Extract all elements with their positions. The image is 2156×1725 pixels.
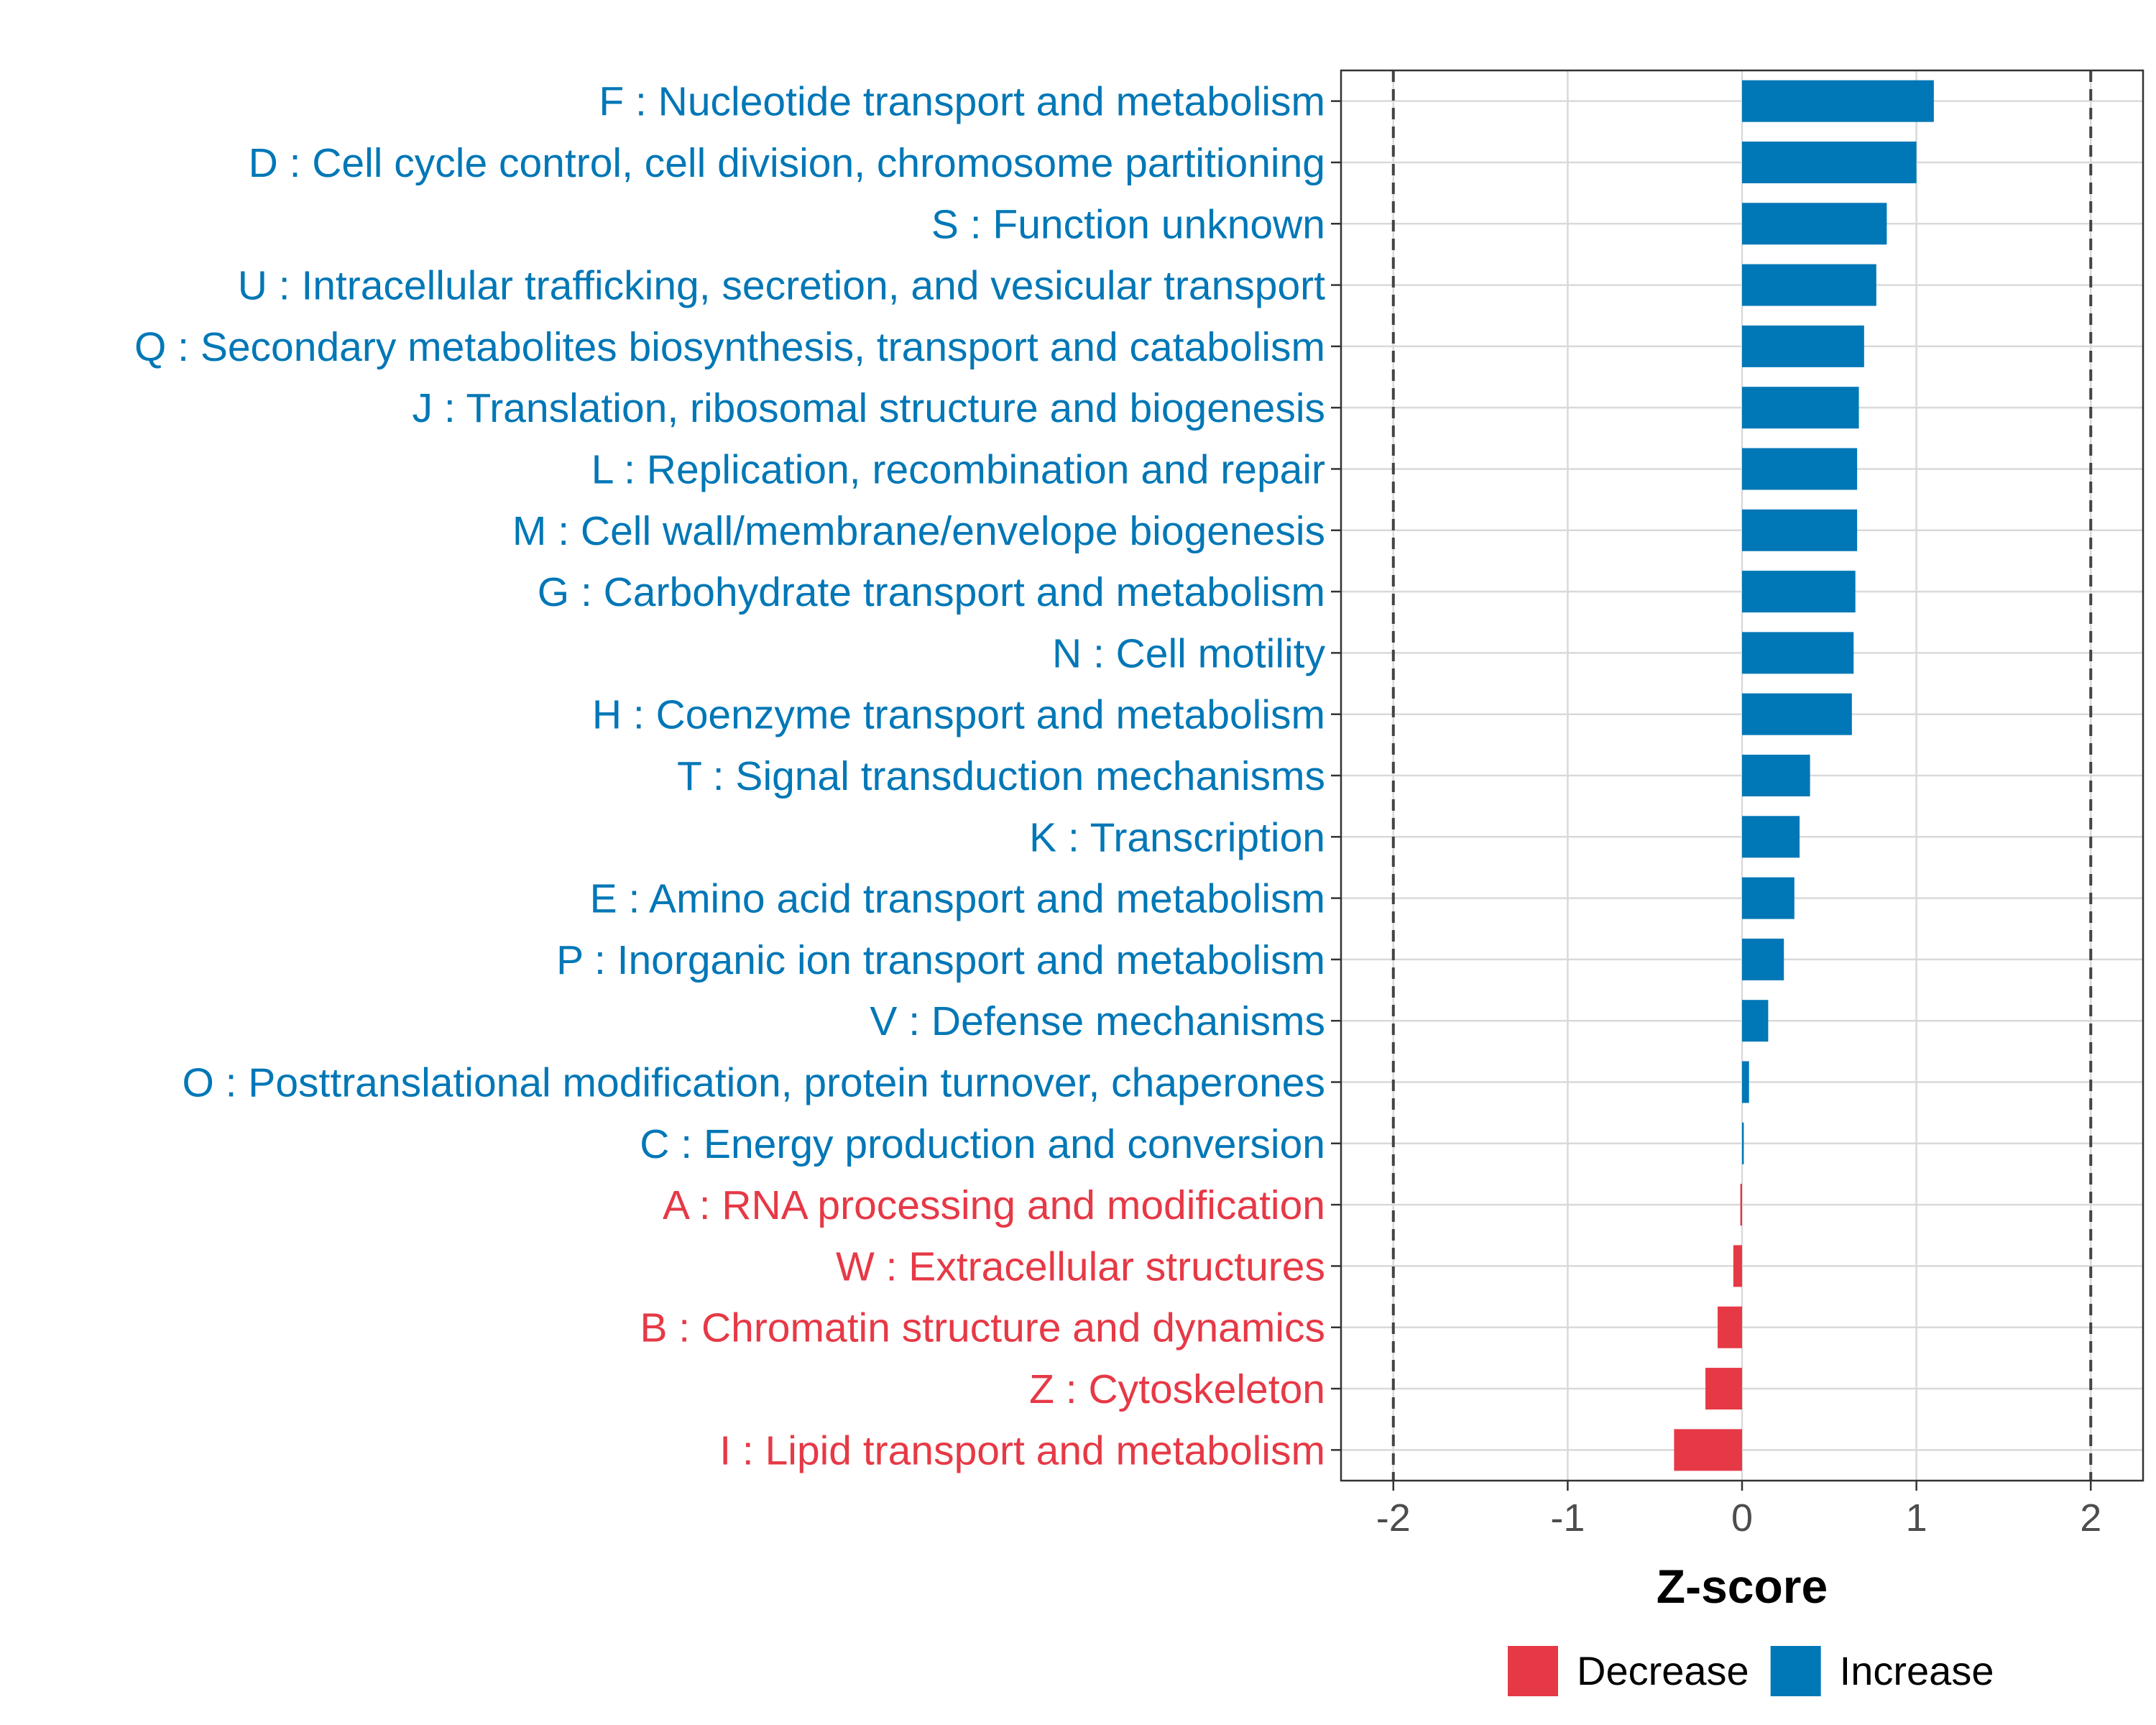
bar xyxy=(1705,1368,1742,1410)
bar xyxy=(1742,938,1784,980)
category-label: U : Intracellular trafficking, secretion… xyxy=(238,263,1325,309)
category-label: A : RNA processing and modification xyxy=(663,1182,1325,1228)
category-label: T : Signal transduction mechanisms xyxy=(677,753,1325,799)
category-label: L : Replication, recombination and repai… xyxy=(591,446,1325,492)
category-label: G : Carbohydrate transport and metabolis… xyxy=(538,569,1325,615)
bar xyxy=(1718,1306,1742,1348)
bar xyxy=(1742,1000,1769,1042)
legend-label: Decrease xyxy=(1577,1648,1749,1693)
bar xyxy=(1742,693,1852,735)
category-label: P : Inorganic ion transport and metaboli… xyxy=(556,937,1325,983)
category-label: V : Defense mechanisms xyxy=(870,998,1325,1044)
legend-swatch xyxy=(1508,1646,1558,1696)
bar xyxy=(1742,80,1934,122)
bar xyxy=(1742,754,1810,797)
category-label: H : Coenzyme transport and metabolism xyxy=(592,692,1325,738)
bar xyxy=(1742,448,1858,490)
reference-lines xyxy=(1391,70,2093,1481)
category-label: N : Cell motility xyxy=(1052,630,1326,676)
category-label: F : Nucleotide transport and metabolism xyxy=(599,79,1325,125)
category-label: S : Function unknown xyxy=(931,201,1325,247)
bar xyxy=(1742,325,1864,367)
bar xyxy=(1742,509,1858,551)
category-label: D : Cell cycle control, cell division, c… xyxy=(249,140,1325,186)
x-tick-label: 2 xyxy=(2080,1496,2101,1540)
category-label: C : Energy production and conversion xyxy=(640,1121,1325,1167)
category-label: B : Chromatin structure and dynamics xyxy=(640,1305,1325,1351)
x-tick-label: 0 xyxy=(1731,1496,1753,1540)
category-label: E : Amino acid transport and metabolism xyxy=(590,876,1325,922)
category-label: J : Translation, ribosomal structure and… xyxy=(413,385,1325,431)
bar xyxy=(1742,816,1800,858)
bar xyxy=(1742,1061,1749,1103)
bar xyxy=(1742,571,1856,613)
bar xyxy=(1674,1429,1742,1471)
bar xyxy=(1742,264,1876,306)
x-axis: -2 -1 0 1 2 xyxy=(1376,1481,2101,1540)
bar xyxy=(1742,632,1854,674)
category-label: M : Cell wall/membrane/envelope biogenes… xyxy=(512,508,1325,554)
bar xyxy=(1740,1184,1742,1226)
category-labels: F : Nucleotide transport and metabolism D… xyxy=(134,79,1341,1473)
bar xyxy=(1733,1245,1742,1287)
bar xyxy=(1742,141,1917,183)
bar xyxy=(1742,203,1887,245)
legend-swatch xyxy=(1770,1646,1821,1696)
legend: Decrease Increase xyxy=(1508,1646,1994,1696)
category-label: W : Extracellular structures xyxy=(836,1243,1325,1289)
category-label: K : Transcription xyxy=(1029,814,1325,860)
category-label: I : Lipid transport and metabolism xyxy=(719,1427,1325,1473)
bars xyxy=(1674,80,1934,1471)
category-label: O : Posttranslational modification, prot… xyxy=(182,1060,1325,1106)
bar xyxy=(1742,877,1795,919)
x-axis-title: Z-score xyxy=(1657,1560,1828,1613)
x-tick-label: -1 xyxy=(1550,1496,1585,1540)
legend-label: Increase xyxy=(1840,1648,1994,1693)
x-tick-label: -2 xyxy=(1376,1496,1411,1540)
bar xyxy=(1742,1122,1744,1164)
x-tick-label: 1 xyxy=(1906,1496,1927,1540)
category-label: Z : Cytoskeleton xyxy=(1029,1366,1325,1412)
bar xyxy=(1742,387,1859,429)
category-label: Q : Secondary metabolites biosynthesis, … xyxy=(134,324,1325,370)
